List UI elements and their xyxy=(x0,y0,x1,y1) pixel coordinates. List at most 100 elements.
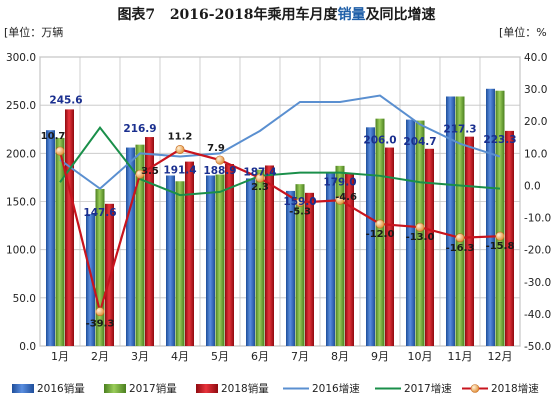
bar-2018销量 xyxy=(225,164,234,346)
data-label-2018增速: -16.3 xyxy=(446,243,475,254)
legend-swatch-2018销量 xyxy=(196,384,218,393)
bar-2017销量 xyxy=(415,120,425,346)
data-label-2018销量: 216.9 xyxy=(123,123,156,135)
bar-2016销量 xyxy=(366,127,375,346)
chart-title-prefix: 图表7 xyxy=(117,7,156,23)
line-2018增速 xyxy=(58,148,501,316)
right-tick-label: -10.0 xyxy=(524,213,551,225)
bar-2018销量 xyxy=(345,173,354,346)
legend-marker-2018增速 xyxy=(470,384,480,393)
legend-label-2016销量: 2016销量 xyxy=(37,382,85,395)
data-label-2018增速: -13.0 xyxy=(406,232,435,243)
bar-2018销量 xyxy=(105,203,114,346)
data-label-2018销量: 179.0 xyxy=(323,177,356,189)
bar-2016销量 xyxy=(406,119,415,346)
data-label-2018增速: 2.3 xyxy=(251,182,269,193)
right-tick-label: 20.0 xyxy=(524,116,547,128)
data-label-2018增速: 10.7 xyxy=(41,131,66,142)
bar-2016销量 xyxy=(326,172,335,346)
right-tick-label: 30.0 xyxy=(524,84,547,96)
point-2018增速 xyxy=(95,307,105,317)
chart-title: 图表7 2016-2018年乘用车月度销量及同比增速 xyxy=(0,4,553,24)
chart-title-main: 2016-2018年乘用车月度 xyxy=(169,7,338,23)
point-2018增速 xyxy=(495,231,505,241)
x-tick-label: 6月 xyxy=(251,350,269,363)
data-label-2018增速: -15.8 xyxy=(486,241,515,252)
x-tick-label: 12月 xyxy=(488,350,513,363)
bar-2017销量 xyxy=(455,96,465,346)
x-tick-label: 5月 xyxy=(211,350,229,363)
bar-2017销量 xyxy=(335,165,345,346)
right-tick-label: -50.0 xyxy=(524,341,551,353)
right-tick-label: 40.0 xyxy=(524,52,547,64)
bar-2016销量 xyxy=(446,96,455,346)
bar-2016销量 xyxy=(246,178,255,346)
point-2018增速 xyxy=(175,144,185,154)
legend-swatch-2017销量 xyxy=(104,384,126,393)
x-tick-label: 11月 xyxy=(448,350,473,363)
left-tick-label: 0.0 xyxy=(19,341,36,353)
x-tick-label: 3月 xyxy=(131,350,149,363)
right-tick-label: -40.0 xyxy=(524,309,551,321)
data-label-2018增速: 7.9 xyxy=(207,143,225,154)
bar-2018销量 xyxy=(145,137,154,346)
bar-2018销量 xyxy=(425,148,434,346)
bar-2018销量 xyxy=(305,192,314,346)
right-tick-label: 0.0 xyxy=(524,180,541,192)
point-2018增速 xyxy=(135,169,145,179)
left-tick-label: 100.0 xyxy=(6,245,36,257)
point-2018增速 xyxy=(335,195,345,205)
x-tick-label: 10月 xyxy=(408,350,433,363)
x-tick-label: 7月 xyxy=(291,350,309,363)
data-label-2018销量: 245.6 xyxy=(49,94,82,106)
legend-label-2018增速: 2018增速 xyxy=(491,382,539,395)
chart-title-suffix: 及同比增速 xyxy=(365,7,436,23)
data-label-2018增速: -12.0 xyxy=(366,229,395,240)
bar-2017销量 xyxy=(175,181,185,346)
bar-2017销量 xyxy=(295,184,305,346)
left-tick-label: 150.0 xyxy=(6,197,36,209)
data-label-2018增速: 3.5 xyxy=(141,166,159,177)
left-tick-label: 200.0 xyxy=(6,148,36,160)
point-2018增速 xyxy=(295,197,305,207)
bar-2017销量 xyxy=(375,118,385,346)
right-tick-label: -30.0 xyxy=(524,277,551,289)
bar-2016销量 xyxy=(486,88,495,346)
x-tick-label: 8月 xyxy=(331,350,349,363)
data-label-2018增速: 11.2 xyxy=(168,131,193,142)
data-label-2018增速: -5.3 xyxy=(289,206,311,217)
left-tick-label: 250.0 xyxy=(6,100,36,112)
bar-2017销量 xyxy=(55,137,65,346)
bar-2018销量 xyxy=(465,136,474,346)
x-tick-label: 9月 xyxy=(371,350,389,363)
point-2018增速 xyxy=(255,173,265,183)
bar-2017销量 xyxy=(215,174,225,346)
bar-2017销量 xyxy=(95,188,105,346)
bar-2016销量 xyxy=(206,175,215,346)
bar-2017销量 xyxy=(495,90,505,346)
bar-2016销量 xyxy=(46,130,55,346)
left-axis-unit-label: [单位：万辆 xyxy=(4,26,64,39)
data-label-2018增速: -39.3 xyxy=(86,319,115,330)
data-label-2018增速: -4.6 xyxy=(335,192,357,203)
bar-2018销量 xyxy=(385,147,394,346)
right-axis-unit-label: [单位：% xyxy=(499,26,547,39)
data-label-2018销量: 206.0 xyxy=(363,135,396,147)
point-2018增速 xyxy=(55,146,65,156)
bar-2016销量 xyxy=(86,214,95,346)
legend-label-2018销量: 2018销量 xyxy=(221,382,269,395)
line-2017增速 xyxy=(59,125,501,197)
legend-swatch-2016销量 xyxy=(12,384,34,393)
right-tick-label: -20.0 xyxy=(524,245,551,257)
data-label-2018销量: 204.7 xyxy=(403,136,436,148)
data-label-2018销量: 147.6 xyxy=(83,207,116,219)
line-2016增速 xyxy=(59,94,501,190)
data-label-2018销量: 191.4 xyxy=(163,165,196,177)
chart-title-highlight: 销量 xyxy=(337,7,366,23)
bar-2018销量 xyxy=(65,109,74,346)
bar-2018销量 xyxy=(185,161,194,346)
data-label-2018销量: 188.9 xyxy=(203,165,236,177)
left-tick-label: 300.0 xyxy=(6,52,36,64)
point-2018增速 xyxy=(215,155,225,165)
